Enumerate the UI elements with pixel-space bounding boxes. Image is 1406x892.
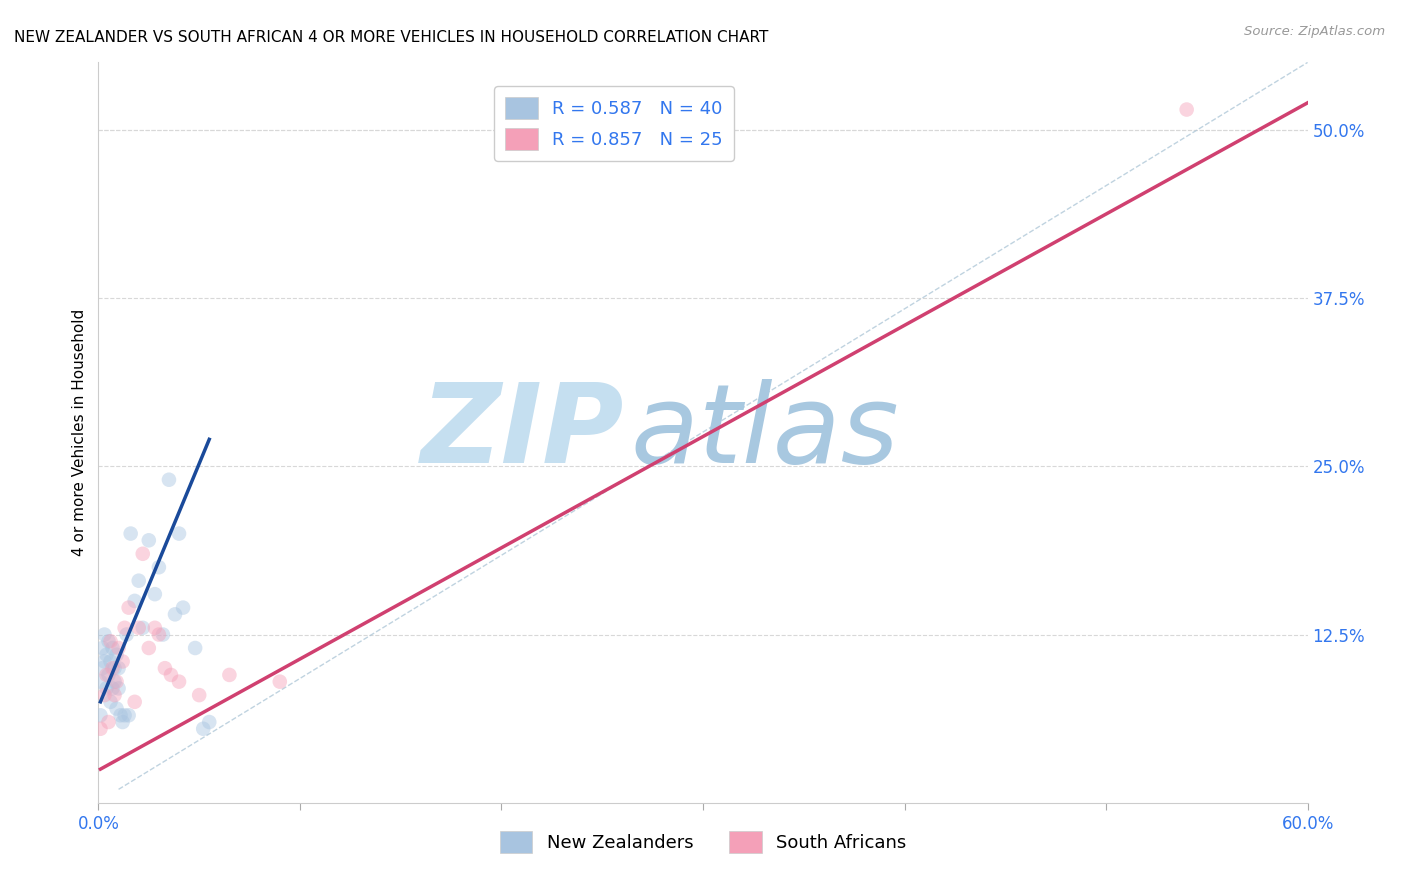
Point — [124, 695, 146, 709]
Point — [105, 701, 128, 715]
Point — [105, 674, 128, 689]
Point — [1175, 103, 1198, 117]
Point — [118, 708, 141, 723]
Point — [101, 681, 124, 696]
Text: ZIP: ZIP — [420, 379, 624, 486]
Point — [101, 661, 124, 675]
Point — [118, 600, 141, 615]
Point — [148, 560, 170, 574]
Legend: New Zealanders, South Africans: New Zealanders, South Africans — [492, 824, 914, 861]
Point — [132, 621, 155, 635]
Point — [93, 627, 115, 641]
Text: NEW ZEALANDER VS SOUTH AFRICAN 4 OR MORE VEHICLES IN HOUSEHOLD CORRELATION CHART: NEW ZEALANDER VS SOUTH AFRICAN 4 OR MORE… — [14, 29, 768, 45]
Point — [100, 655, 122, 669]
Point — [97, 634, 120, 648]
Point — [103, 674, 125, 689]
Point — [172, 600, 194, 615]
Point — [110, 708, 132, 723]
Point — [184, 640, 207, 655]
Point — [152, 627, 174, 641]
Point — [188, 688, 211, 702]
Point — [96, 648, 118, 662]
Point — [107, 681, 129, 696]
Point — [153, 661, 176, 675]
Point — [89, 674, 111, 689]
Point — [96, 681, 118, 696]
Point — [193, 722, 215, 736]
Point — [97, 714, 120, 729]
Point — [91, 661, 114, 675]
Point — [91, 640, 114, 655]
Point — [157, 473, 180, 487]
Point — [124, 594, 146, 608]
Point — [105, 648, 128, 662]
Point — [269, 674, 291, 689]
Point — [128, 621, 150, 635]
Point — [103, 688, 125, 702]
Point — [111, 714, 134, 729]
Point — [107, 661, 129, 675]
Point — [143, 621, 166, 635]
Point — [100, 695, 122, 709]
Point — [89, 722, 111, 736]
Point — [103, 661, 125, 675]
Point — [111, 655, 134, 669]
Point — [97, 668, 120, 682]
Point — [143, 587, 166, 601]
Point — [101, 640, 124, 655]
Point — [167, 526, 190, 541]
Point — [138, 533, 160, 548]
Point — [198, 714, 221, 729]
Point — [148, 627, 170, 641]
Point — [132, 547, 155, 561]
Point — [89, 708, 111, 723]
Point — [107, 640, 129, 655]
Point — [160, 668, 183, 682]
Point — [114, 708, 136, 723]
Text: Source: ZipAtlas.com: Source: ZipAtlas.com — [1244, 25, 1385, 38]
Point — [114, 621, 136, 635]
Y-axis label: 4 or more Vehicles in Household: 4 or more Vehicles in Household — [72, 309, 87, 557]
Point — [96, 668, 118, 682]
Point — [167, 674, 190, 689]
Point — [115, 627, 138, 641]
Point — [163, 607, 186, 622]
Text: atlas: atlas — [630, 379, 898, 486]
Point — [128, 574, 150, 588]
Point — [120, 526, 142, 541]
Point — [138, 640, 160, 655]
Point — [218, 668, 240, 682]
Point — [100, 634, 122, 648]
Point — [93, 655, 115, 669]
Point — [93, 688, 115, 702]
